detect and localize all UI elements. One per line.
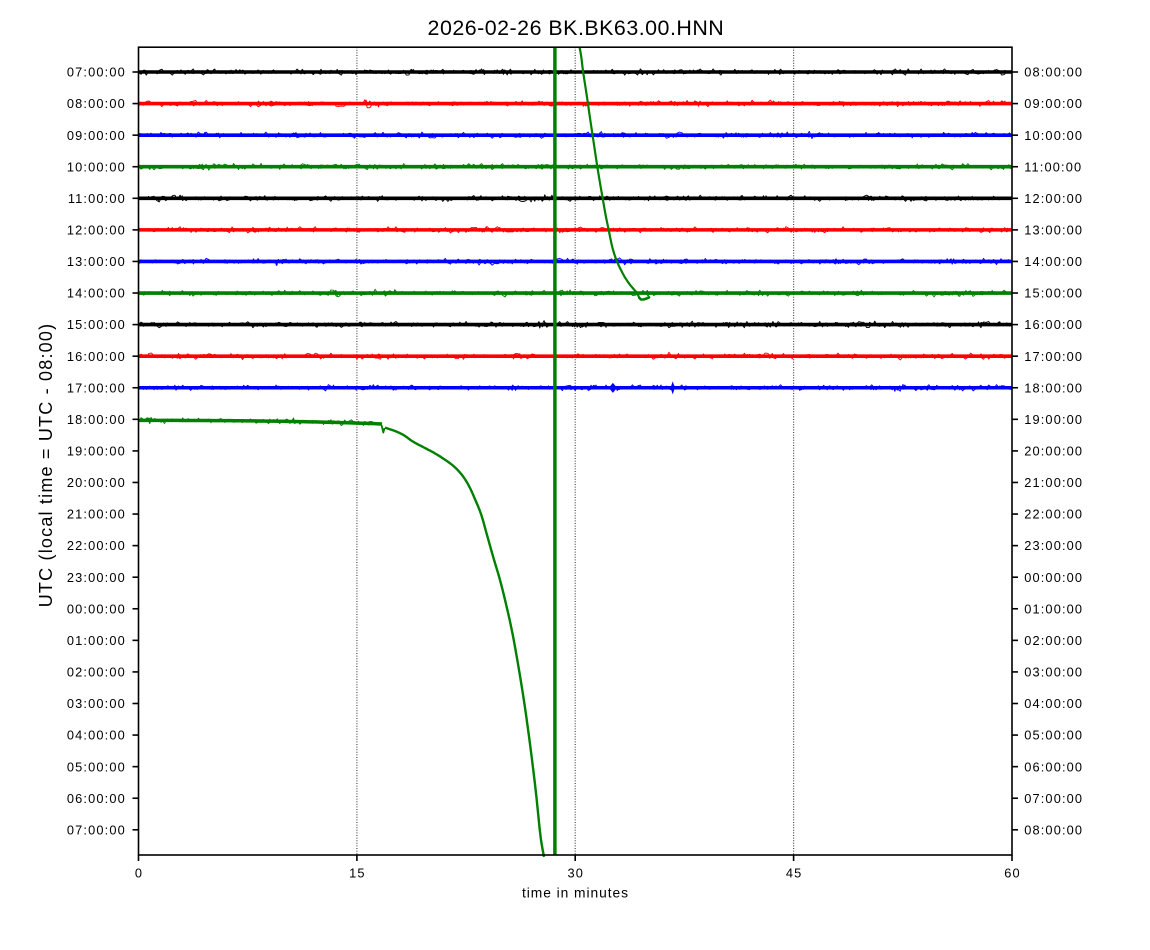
svg-text:17:00:00: 17:00:00 [1024,349,1083,364]
svg-text:04:00:00: 04:00:00 [1024,696,1083,711]
svg-text:06:00:00: 06:00:00 [67,791,126,806]
svg-text:11:00:00: 11:00:00 [68,191,126,206]
svg-text:20:00:00: 20:00:00 [1024,444,1083,459]
svg-text:16:00:00: 16:00:00 [67,349,126,364]
svg-text:21:00:00: 21:00:00 [67,507,126,522]
svg-text:02:00:00: 02:00:00 [1024,633,1083,648]
svg-text:12:00:00: 12:00:00 [1024,191,1083,206]
svg-text:16:00:00: 16:00:00 [1024,317,1083,332]
svg-text:time in minutes: time in minutes [522,886,629,901]
svg-text:60: 60 [1004,865,1021,880]
svg-text:14:00:00: 14:00:00 [67,286,126,301]
svg-text:17:00:00: 17:00:00 [67,380,126,395]
svg-text:18:00:00: 18:00:00 [67,412,126,427]
svg-text:13:00:00: 13:00:00 [67,254,126,269]
svg-text:19:00:00: 19:00:00 [1024,412,1083,427]
svg-text:08:00:00: 08:00:00 [1024,822,1083,837]
svg-text:21:00:00: 21:00:00 [1024,475,1083,490]
svg-text:2026-02-26 BK.BK63.00.HNN: 2026-02-26 BK.BK63.00.HNN [428,16,725,40]
svg-text:02:00:00: 02:00:00 [67,665,126,680]
svg-text:08:00:00: 08:00:00 [1024,65,1083,80]
svg-text:00:00:00: 00:00:00 [67,601,126,616]
svg-text:05:00:00: 05:00:00 [1024,728,1083,743]
svg-text:07:00:00: 07:00:00 [1024,791,1083,806]
svg-text:14:00:00: 14:00:00 [1024,254,1083,269]
svg-text:45: 45 [786,865,803,880]
svg-text:07:00:00: 07:00:00 [67,65,126,80]
svg-text:01:00:00: 01:00:00 [67,633,126,648]
svg-text:04:00:00: 04:00:00 [67,728,126,743]
svg-text:0: 0 [135,865,143,880]
svg-text:22:00:00: 22:00:00 [1024,507,1083,522]
svg-text:06:00:00: 06:00:00 [1024,759,1083,774]
svg-text:12:00:00: 12:00:00 [67,222,126,237]
svg-text:09:00:00: 09:00:00 [1024,96,1083,111]
svg-text:23:00:00: 23:00:00 [67,570,126,585]
svg-text:03:00:00: 03:00:00 [1024,665,1083,680]
svg-text:00:00:00: 00:00:00 [1024,570,1083,585]
svg-text:09:00:00: 09:00:00 [67,128,126,143]
svg-text:15:00:00: 15:00:00 [1024,286,1083,301]
svg-text:01:00:00: 01:00:00 [1024,601,1083,616]
svg-text:13:00:00: 13:00:00 [1024,222,1083,237]
svg-text:19:00:00: 19:00:00 [67,444,126,459]
svg-text:23:00:00: 23:00:00 [1024,538,1083,553]
svg-text:11:00:00: 11:00:00 [1024,159,1082,174]
svg-text:30: 30 [568,865,585,880]
svg-text:15:00:00: 15:00:00 [67,317,126,332]
svg-text:UTC (local time = UTC - 08:00): UTC (local time = UTC - 08:00) [36,323,56,608]
svg-text:10:00:00: 10:00:00 [67,159,126,174]
svg-text:03:00:00: 03:00:00 [67,696,126,711]
svg-text:18:00:00: 18:00:00 [1024,380,1083,395]
svg-text:20:00:00: 20:00:00 [67,475,126,490]
svg-text:07:00:00: 07:00:00 [67,822,126,837]
svg-text:22:00:00: 22:00:00 [67,538,126,553]
svg-text:10:00:00: 10:00:00 [1024,128,1083,143]
svg-text:15: 15 [349,865,366,880]
svg-text:08:00:00: 08:00:00 [67,96,126,111]
svg-text:05:00:00: 05:00:00 [67,759,126,774]
